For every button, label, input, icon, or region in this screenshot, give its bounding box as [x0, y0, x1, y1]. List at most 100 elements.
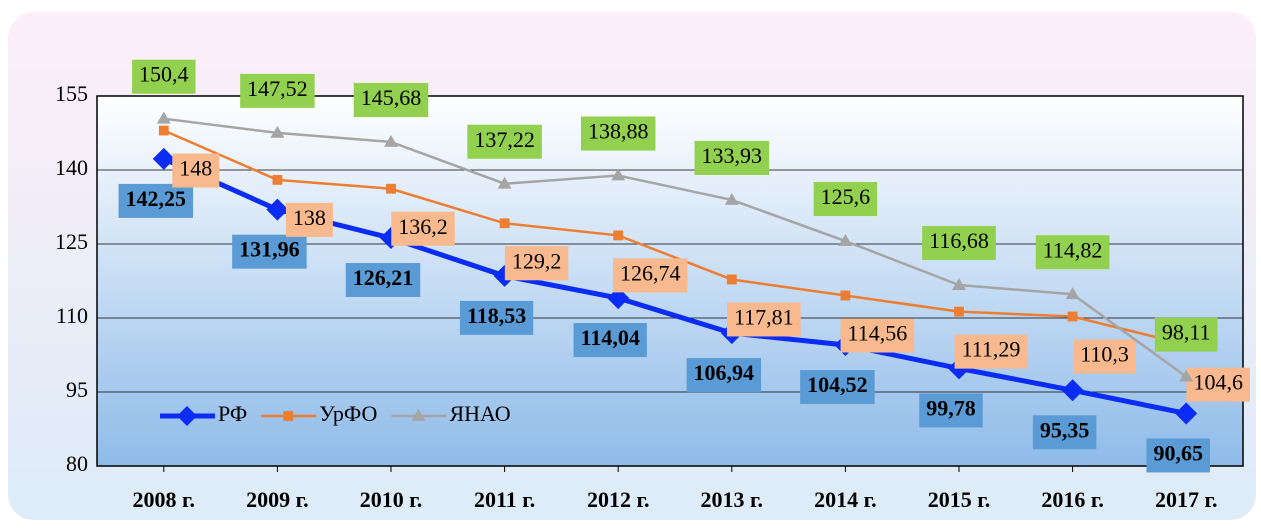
marker — [611, 168, 626, 181]
data-label-box — [922, 226, 996, 261]
data-label: 99,78 — [926, 395, 976, 420]
data-label: 110,3 — [1080, 342, 1129, 367]
data-label: 137,22 — [474, 127, 535, 152]
y-tick-label: 110 — [56, 303, 88, 328]
x-tick-label: 2009 г. — [246, 487, 309, 512]
legend-label: ЯНАО — [449, 401, 510, 426]
data-label-box — [612, 258, 688, 293]
data-label-box — [391, 211, 455, 246]
data-label-box — [132, 59, 196, 94]
marker — [726, 274, 737, 285]
marker — [724, 192, 739, 205]
data-label-box — [800, 370, 875, 405]
data-label-box — [459, 300, 534, 335]
marker — [1065, 287, 1080, 300]
series-line — [162, 156, 1187, 416]
legend-label: УрФО — [319, 401, 377, 426]
x-tick-label: 2013 г. — [701, 487, 764, 512]
data-label-box — [1073, 339, 1136, 374]
x-tick-label: 2010 г. — [360, 487, 423, 512]
data-label-box — [813, 182, 878, 217]
marker — [156, 111, 171, 124]
marker — [384, 134, 398, 147]
data-label-box — [345, 263, 421, 298]
data-label-box — [919, 393, 983, 428]
data-label: 125,6 — [821, 184, 871, 209]
data-label: 138,88 — [588, 119, 649, 144]
data-label: 104,52 — [807, 372, 868, 397]
x-tick-label: 2011 г. — [474, 487, 535, 512]
data-label-box — [467, 124, 542, 159]
y-tick-label: 80 — [66, 451, 88, 476]
data-label: 147,52 — [247, 76, 308, 101]
data-label: 90,65 — [1153, 441, 1203, 466]
series-line — [163, 129, 1187, 346]
y-tick-label: 140 — [55, 155, 88, 180]
data-label-box — [1146, 438, 1210, 473]
data-label-box — [1186, 367, 1250, 402]
data-label-box — [580, 116, 656, 151]
data-label-box — [504, 246, 569, 281]
data-label: 133,93 — [702, 143, 763, 168]
data-label-box — [954, 334, 1028, 369]
marker — [499, 218, 510, 229]
data-label: 145,68 — [361, 85, 422, 110]
data-label-box — [1154, 317, 1218, 352]
data-label: 129,2 — [512, 248, 562, 273]
data-label-box — [573, 323, 647, 358]
marker — [158, 125, 169, 136]
marker — [411, 409, 426, 421]
marker — [152, 147, 175, 170]
marker — [1067, 311, 1078, 322]
marker — [1061, 379, 1084, 402]
data-label: 126,74 — [620, 260, 681, 285]
marker — [266, 198, 289, 221]
data-label: 111,29 — [962, 337, 1021, 362]
data-label: 116,68 — [929, 228, 989, 253]
marker — [952, 278, 966, 290]
series-line — [163, 117, 1187, 378]
legend-label: РФ — [218, 401, 247, 426]
data-label-box — [1035, 235, 1110, 270]
data-label: 148 — [179, 156, 212, 181]
data-label: 142,25 — [126, 186, 187, 211]
marker — [613, 230, 624, 241]
data-label-box — [118, 183, 194, 218]
data-label: 138 — [293, 205, 326, 230]
x-tick-label: 2017 г. — [1155, 487, 1218, 512]
data-label-box — [840, 318, 915, 353]
marker — [283, 411, 294, 421]
data-label-box — [285, 202, 333, 237]
marker — [840, 290, 851, 301]
data-label-box — [240, 73, 315, 108]
marker — [497, 176, 512, 189]
marker — [954, 306, 964, 317]
marker — [838, 234, 853, 246]
data-label-box — [232, 234, 307, 269]
data-label-box — [353, 82, 429, 117]
data-label: 150,4 — [139, 62, 189, 87]
data-label: 114,82 — [1043, 237, 1103, 262]
data-label: 95,35 — [1040, 417, 1090, 442]
x-tick-label: 2016 г. — [1041, 487, 1104, 512]
data-label-box — [694, 140, 770, 175]
data-label: 114,56 — [848, 321, 908, 346]
marker — [386, 183, 396, 194]
data-label-box — [1032, 415, 1097, 450]
x-tick-label: 2014 г. — [814, 487, 877, 512]
marker — [1175, 402, 1198, 425]
y-tick-label: 155 — [55, 81, 88, 106]
marker — [1179, 369, 1194, 382]
x-tick-label: 2008 г. — [133, 487, 196, 512]
x-tick-label: 2012 г. — [587, 487, 650, 512]
data-label: 98,11 — [1162, 320, 1211, 345]
data-label: 126,21 — [353, 265, 414, 290]
marker — [270, 125, 285, 138]
data-label: 114,04 — [581, 325, 640, 350]
data-label: 104,6 — [1193, 370, 1243, 395]
y-tick-label: 95 — [66, 377, 88, 402]
data-label: 117,81 — [734, 305, 794, 330]
data-label-box — [686, 358, 762, 393]
data-label: 131,96 — [239, 237, 300, 262]
